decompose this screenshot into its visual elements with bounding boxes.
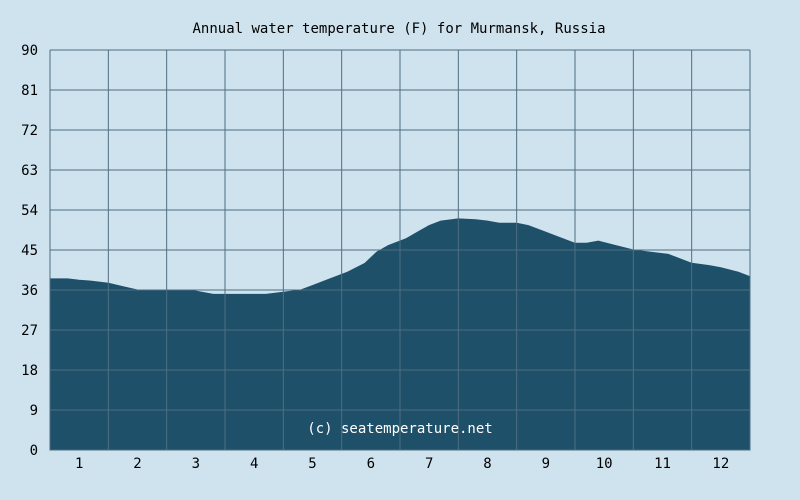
x-axis-ticks: 1 2 3 4 5 6 7 8 9 10 11 12 [75,456,729,472]
x-tick-label: 9 [542,456,550,472]
y-tick-label: 63 [21,163,38,179]
x-tick-label: 3 [192,456,200,472]
y-tick-label: 54 [21,203,38,219]
x-tick-label: 2 [133,456,141,472]
y-tick-label: 81 [21,83,38,99]
y-tick-label: 18 [21,363,38,379]
x-tick-label: 8 [483,456,491,472]
x-tick-label: 10 [596,456,613,472]
x-tick-label: 7 [425,456,433,472]
y-tick-label: 0 [30,443,38,459]
plot-area [49,49,751,451]
y-axis-ticks: 0 9 18 27 36 45 54 63 72 81 90 [21,43,38,459]
x-tick-label: 5 [308,456,316,472]
x-tick-label: 6 [367,456,375,472]
chart-title: Annual water temperature (F) for Murmans… [192,21,605,37]
x-tick-label: 1 [75,456,83,472]
y-tick-label: 90 [21,43,38,59]
copyright-watermark: (c) seatemperature.net [307,421,492,437]
y-tick-label: 36 [21,283,38,299]
x-tick-label: 12 [712,456,729,472]
y-tick-label: 9 [30,403,38,419]
y-tick-label: 45 [21,243,38,259]
x-tick-label: 11 [654,456,671,472]
y-tick-label: 27 [21,323,38,339]
x-tick-label: 4 [250,456,258,472]
y-tick-label: 72 [21,123,38,139]
